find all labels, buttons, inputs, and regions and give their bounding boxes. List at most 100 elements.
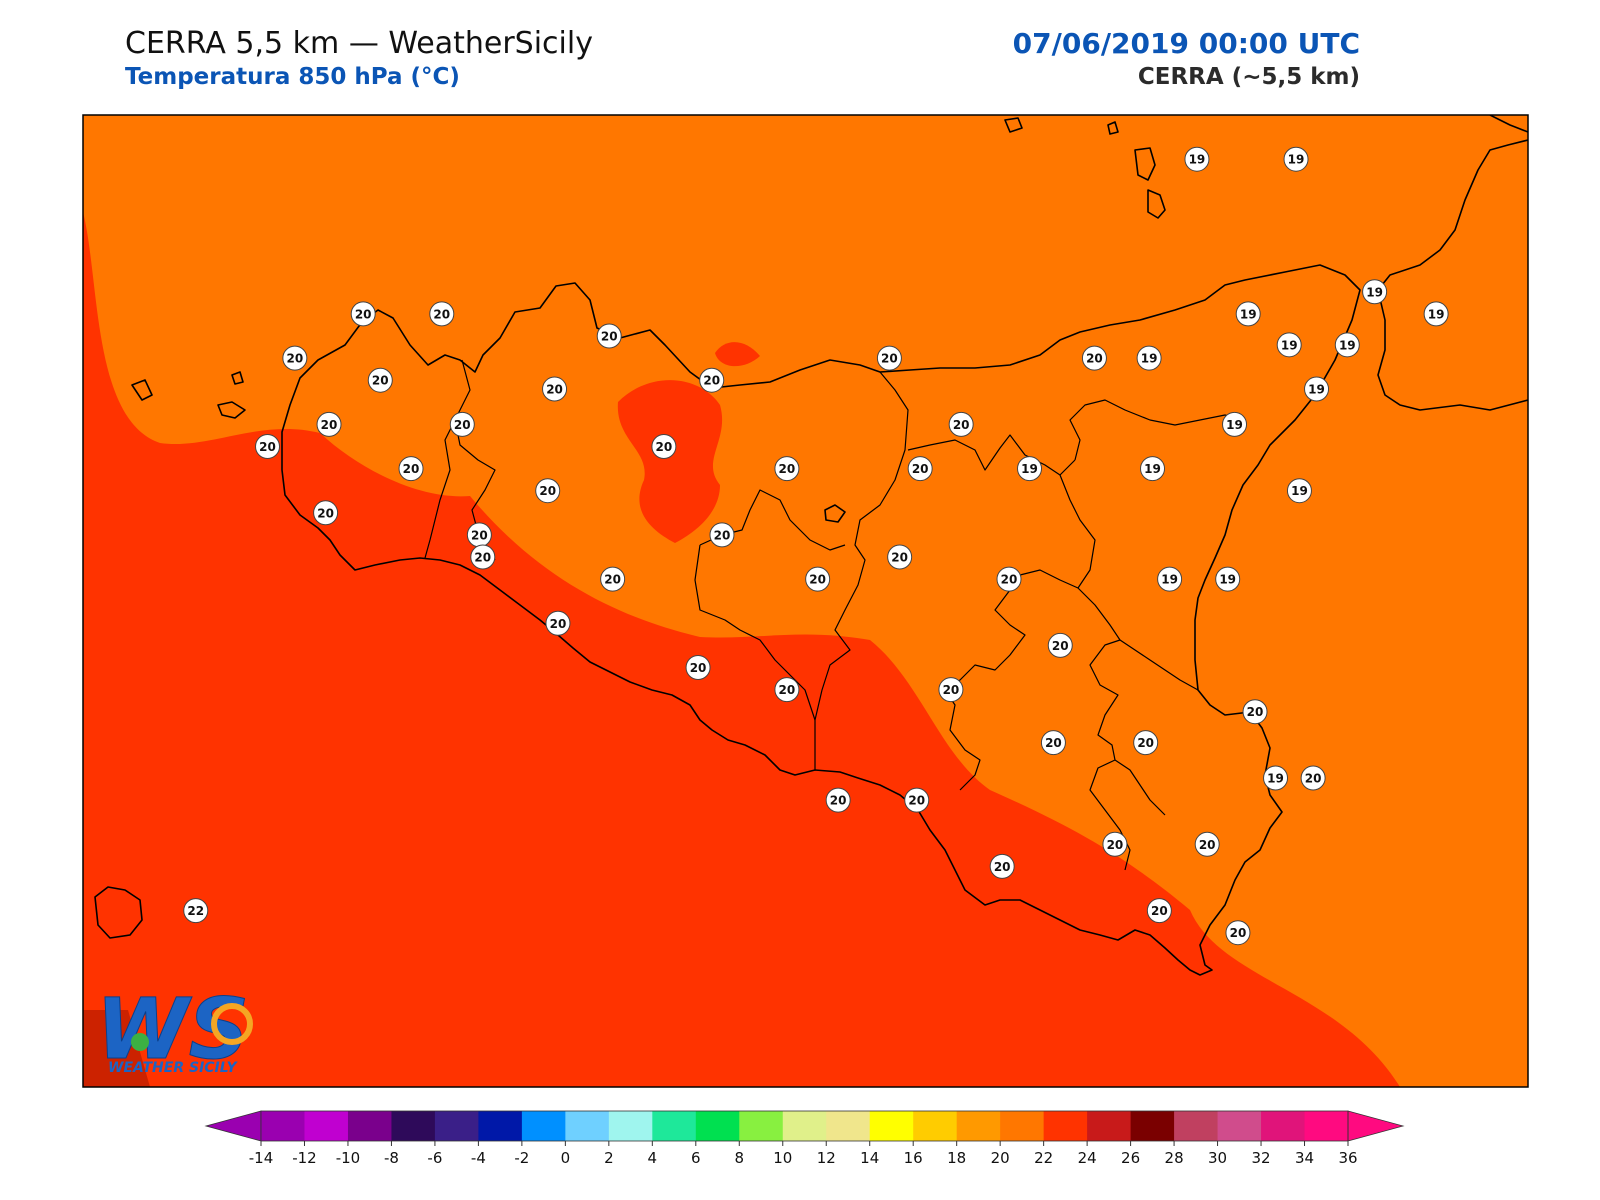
station-marker: 20 [316, 411, 342, 437]
colorbar-segment [1174, 1111, 1219, 1141]
station-marker-circle [449, 411, 475, 437]
station-marker: 20 [948, 411, 974, 437]
station-marker-circle [699, 367, 725, 393]
station-marker-circle [183, 898, 209, 924]
station-marker: 20 [774, 456, 800, 482]
station-marker: 20 [255, 434, 281, 459]
station-marker: 19 [1263, 765, 1289, 791]
egadi-islands [131, 379, 153, 401]
colorbar-segment [261, 1111, 305, 1141]
station-marker-circle [1215, 566, 1241, 592]
station-marker-circle [367, 367, 393, 393]
station-value: 20 [474, 551, 491, 565]
station-value: 19 [1161, 573, 1178, 587]
station-value: 20 [355, 307, 372, 321]
station-marker: 20 [904, 787, 930, 813]
sun-icon [211, 1003, 253, 1045]
band-20-22 [83, 1010, 150, 1087]
calabria-coast [1489, 115, 1528, 133]
band-20-22 [617, 380, 723, 543]
station-marker: 20 [429, 301, 455, 327]
station-value: 20 [1230, 926, 1247, 940]
station-marker-circle [1242, 699, 1268, 725]
colorbar-tick-label: 30 [1208, 1149, 1227, 1167]
station-marker-circle [825, 787, 851, 813]
station-marker-circle [535, 478, 561, 504]
coastlines [94, 115, 1528, 976]
station-marker-circle [938, 677, 964, 703]
station-value: 19 [1219, 573, 1236, 587]
station-marker: 20 [596, 323, 622, 349]
colorbar-segment [826, 1111, 871, 1141]
band-20-22 [83, 212, 1400, 1087]
header-right: 07/06/2019 00:00 UTC CERRA (~5,5 km) [1013, 26, 1360, 92]
station-marker-circle [1334, 332, 1360, 358]
station-value: 20 [539, 484, 556, 498]
station-value: 20 [287, 352, 304, 366]
station-value: 19 [1189, 153, 1206, 167]
station-marker: 20 [542, 376, 568, 402]
station-marker-circle [904, 787, 930, 813]
colorbar-tick-label: 32 [1251, 1149, 1270, 1167]
colorbar-tick-label: -8 [384, 1149, 399, 1167]
colorbar-tick-label: -14 [249, 1149, 274, 1167]
colorbar-segment [739, 1111, 784, 1141]
station-value: 19 [1339, 338, 1356, 352]
colorbar-tick-label: 10 [773, 1149, 792, 1167]
colorbar-tick-label: 18 [947, 1149, 966, 1167]
colorbar-segment [1130, 1111, 1175, 1141]
station-marker: 20 [535, 478, 561, 504]
station-value: 19 [1267, 772, 1284, 786]
station-marker: 19 [1362, 279, 1388, 305]
station-value: 20 [943, 683, 960, 697]
station-value: 20 [690, 661, 707, 675]
station-value: 20 [1151, 904, 1168, 918]
map-frame [82, 114, 1529, 1088]
station-marker: 19 [1276, 332, 1302, 358]
station-marker: 20 [938, 677, 964, 703]
station-marker: 22 [183, 898, 209, 924]
colorbar-segment [695, 1111, 740, 1141]
station-markers: 19 19 19 19 20 20 20 19 20 20 20 19 19 19 20 20 20 19 20 20… [183, 146, 1449, 946]
station-marker-circle [1276, 332, 1302, 358]
colorbar-tick-label: -2 [514, 1149, 529, 1167]
station-marker-circle [1300, 765, 1326, 791]
station-marker: 20 [774, 677, 800, 703]
station-value: 20 [550, 617, 567, 631]
egadi-islands [231, 371, 244, 385]
station-value: 20 [1052, 639, 1069, 653]
station-value: 19 [1141, 352, 1158, 366]
station-marker: 19 [1222, 411, 1248, 437]
station-marker-circle [1102, 831, 1128, 857]
station-marker: 20 [699, 367, 725, 393]
station-value: 19 [1226, 418, 1243, 432]
station-marker: 19 [1235, 301, 1261, 327]
station-marker-circle [1304, 376, 1330, 402]
colorbar-tick-label: -10 [336, 1149, 361, 1167]
station-marker-circle [545, 610, 571, 636]
station-marker: 19 [1136, 345, 1162, 371]
station-marker-circle [1140, 456, 1166, 482]
station-marker-circle [876, 345, 902, 371]
station-marker: 20 [1194, 831, 1220, 857]
colorbar-min-arrow [204, 1110, 262, 1142]
leaf-icon [131, 1033, 149, 1051]
station-marker-circle [1225, 920, 1251, 946]
station-marker-circle [1040, 730, 1066, 756]
station-marker: 20 [1242, 699, 1268, 725]
station-value: 20 [321, 418, 338, 432]
colorbar-segment [1087, 1111, 1132, 1141]
station-marker-circle [1047, 632, 1073, 658]
station-marker-circle [1081, 345, 1107, 371]
colorbar-tick-label: 16 [904, 1149, 923, 1167]
station-value: 20 [1247, 705, 1264, 719]
colorbar-segment [913, 1111, 958, 1141]
station-marker: 20 [709, 522, 735, 548]
station-marker-circle [1017, 456, 1043, 482]
station-value: 20 [1305, 772, 1322, 786]
station-value: 20 [433, 307, 450, 321]
logo-letters: WS [96, 980, 249, 1078]
colorbar-segment [1000, 1111, 1045, 1141]
lipari-islands [1004, 117, 1023, 133]
